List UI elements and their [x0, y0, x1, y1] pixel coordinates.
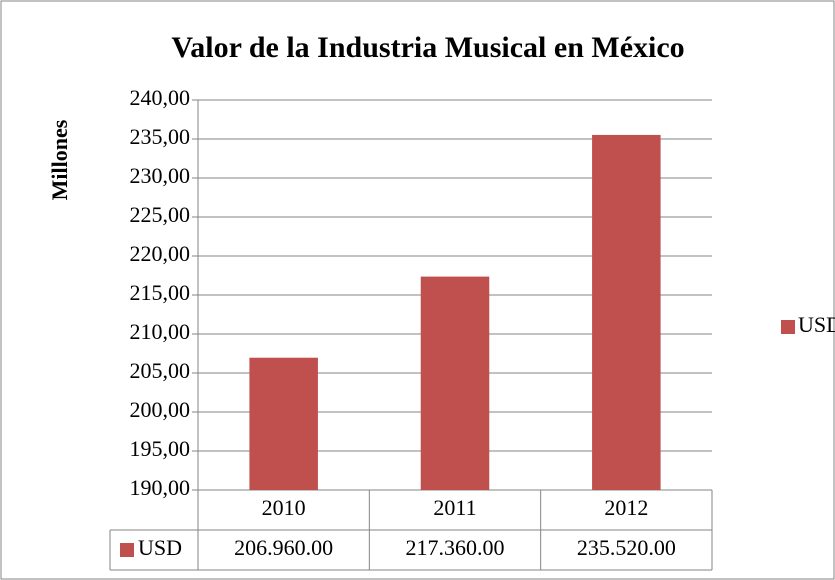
bar — [420, 276, 490, 490]
y-tick-label: 230,00 — [130, 163, 191, 188]
table-value: 217.360.00 — [406, 535, 505, 560]
table-value: 235.520.00 — [577, 535, 676, 560]
y-tick-label: 215,00 — [130, 280, 191, 305]
y-tick-label: 240,00 — [130, 85, 191, 110]
y-tick-label: 235,00 — [130, 124, 191, 149]
y-tick-label: 210,00 — [130, 319, 191, 344]
table-value: 206.960.00 — [234, 535, 333, 560]
y-tick-label: 225,00 — [130, 202, 191, 227]
bar — [249, 357, 318, 490]
y-tick-label: 190,00 — [130, 475, 191, 500]
table-legend-key — [120, 543, 134, 557]
x-tick-label: 2010 — [262, 495, 306, 520]
x-tick-label: 2012 — [604, 495, 648, 520]
y-tick-label: 205,00 — [130, 358, 191, 383]
y-tick-label: 220,00 — [130, 241, 191, 266]
legend-label: USD — [798, 312, 835, 337]
x-tick-label: 2011 — [433, 495, 476, 520]
chart-title: Valor de la Industria Musical en México — [171, 31, 684, 64]
y-tick-label: 195,00 — [130, 436, 191, 461]
y-tick-label: 200,00 — [130, 397, 191, 422]
legend-key — [781, 320, 795, 334]
y-axis-label: Millones — [47, 119, 72, 200]
bar — [592, 134, 661, 490]
table-series-name: USD — [138, 535, 182, 560]
